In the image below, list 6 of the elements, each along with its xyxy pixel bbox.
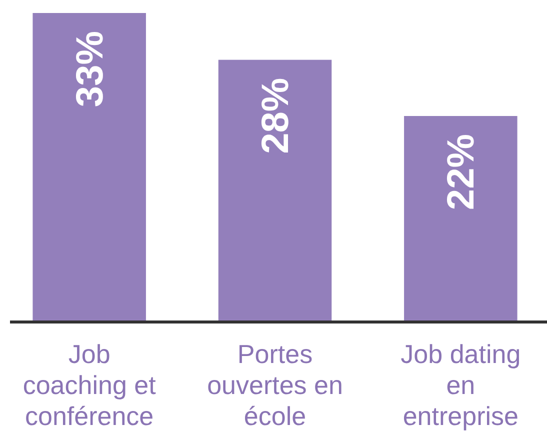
data-label: 28% (255, 78, 297, 154)
data-label: 22% (440, 134, 483, 210)
x-tick-label: Job coaching et conférence (22, 339, 157, 431)
x-tick-label: Portes ouvertes en école (207, 339, 343, 431)
x-tick-label: Job dating en entreprise (400, 339, 521, 431)
data-label: 33% (69, 31, 112, 108)
